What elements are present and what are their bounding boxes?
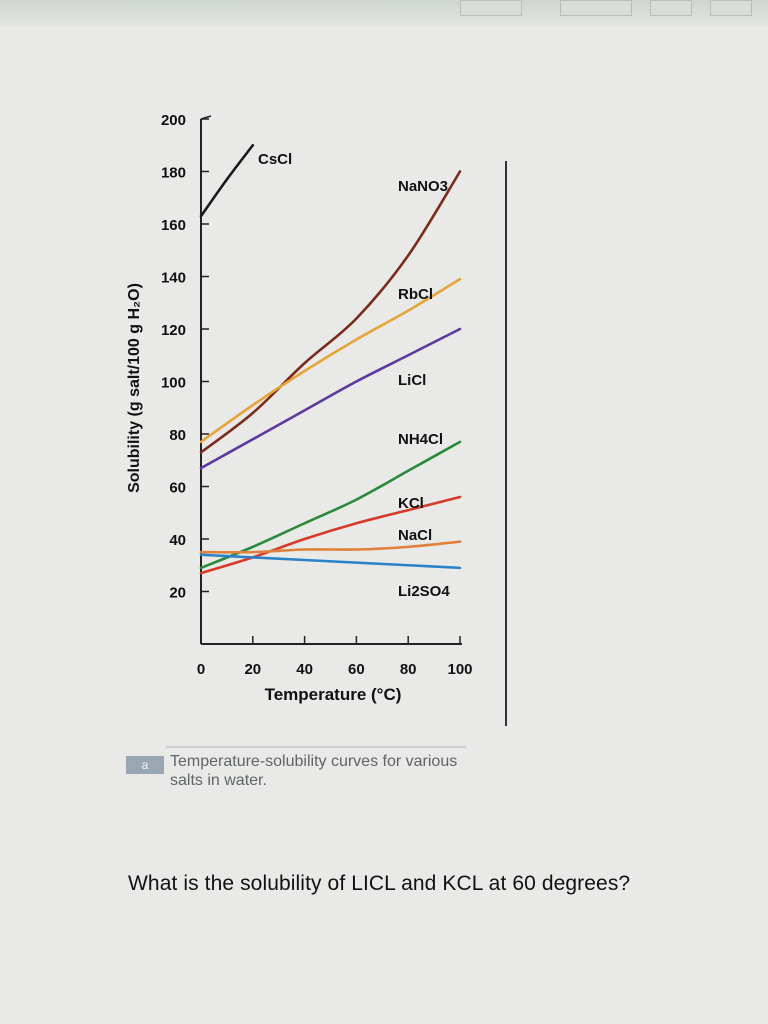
tab-shape[interactable] xyxy=(460,0,522,16)
series-line-rbcl xyxy=(199,277,462,444)
caption-rule xyxy=(166,746,466,748)
chart-label-layer: CsCl NaNO3 RbCl LiCl NH4Cl KCl NaCl Li2SO4 xyxy=(258,151,450,600)
x-tick-label: 100 xyxy=(447,661,472,678)
browser-top-strip xyxy=(0,0,768,27)
caption-text: Temperature-solubility curves for variou… xyxy=(170,753,458,789)
y-tick-label: 40 xyxy=(169,532,186,549)
y-tick-label: 120 xyxy=(161,322,186,339)
series-label: LiCl xyxy=(398,372,426,389)
series-line-licl xyxy=(199,327,462,470)
series-label: NaCl xyxy=(398,527,432,544)
tab-shape[interactable] xyxy=(710,0,752,16)
y-tick-label: 60 xyxy=(169,480,186,497)
x-tick-label: 80 xyxy=(400,661,417,678)
question-text: What is the solubility of LICL and KCL a… xyxy=(128,872,631,895)
y-tick-label: 20 xyxy=(169,585,186,602)
y-tick-label: 160 xyxy=(161,217,186,234)
caption-badge: a xyxy=(126,756,164,774)
series-label: NH4Cl xyxy=(398,431,443,448)
series-line-kcl xyxy=(199,495,462,575)
y-tick-label: 180 xyxy=(161,165,186,182)
y-tick-label: 200 xyxy=(161,112,186,129)
tab-shape[interactable] xyxy=(560,0,632,16)
series-label: KCl xyxy=(398,495,424,512)
y-axis-label: Solubility (g salt/100 g H₂O) xyxy=(126,283,143,493)
y-tick-label: 100 xyxy=(161,375,186,392)
x-tick-label: 40 xyxy=(296,661,313,678)
series-line-liso xyxy=(199,553,462,570)
y-tick-label: 80 xyxy=(169,427,186,444)
y-axis-cap xyxy=(200,115,212,120)
figure-caption: a Temperature-solubility curves for vari… xyxy=(126,746,546,798)
worksheet-page: 20 40 60 80 100 120 140 160 180 200 0 20 40 60 80 100 C… xyxy=(0,26,768,1024)
series-label: RbCl xyxy=(398,286,433,303)
series-line-nano xyxy=(199,170,462,454)
series-label: NaNO3 xyxy=(398,178,448,195)
series-label: CsCl xyxy=(258,151,292,168)
x-tick-label: 60 xyxy=(348,661,365,678)
series-line-nhcl xyxy=(199,440,462,570)
series-line-nacl xyxy=(199,540,462,554)
x-tick-label: 0 xyxy=(197,661,205,678)
y-tick-label: 140 xyxy=(161,270,186,287)
tab-shape[interactable] xyxy=(650,0,692,16)
solubility-chart: 20 40 60 80 100 120 140 160 180 200 0 20 40 60 80 100 C… xyxy=(126,112,473,704)
series-label: Li2SO4 xyxy=(398,583,450,600)
chart-axes: 20 40 60 80 100 120 140 160 180 200 0 20 40 60 80 100 xyxy=(161,112,473,678)
series-line-cscl xyxy=(199,143,255,218)
x-tick-label: 20 xyxy=(244,661,261,678)
page-divider xyxy=(505,161,507,726)
x-axis-label: Temperature (°C) xyxy=(265,685,402,704)
chart-series-layer xyxy=(199,143,462,575)
